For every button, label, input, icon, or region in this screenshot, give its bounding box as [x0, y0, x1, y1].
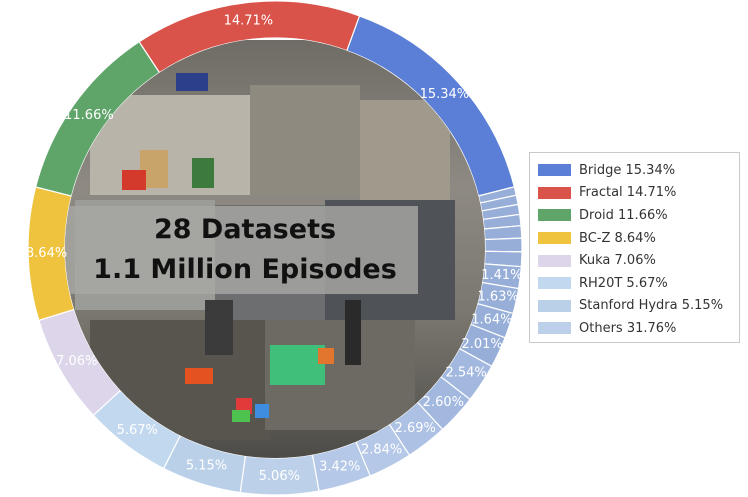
slice-label-14: 2.69%: [395, 421, 436, 436]
donut-segments: [27, 0, 523, 496]
legend-item: Bridge 15.34%: [538, 159, 739, 182]
legend-swatch: [538, 186, 571, 199]
slice-label-16: 3.42%: [319, 460, 360, 475]
slice-label-17: 5.06%: [259, 469, 300, 484]
legend-swatch: [538, 232, 571, 245]
slice-label-8: 1.41%: [481, 268, 522, 283]
legend-swatch: [538, 209, 571, 222]
legend-label: Droid 11.66%: [579, 207, 668, 223]
legend-label: BC-Z 8.64%: [579, 230, 656, 246]
center-title: 28 Datasets: [154, 214, 336, 245]
legend-label: Kuka 7.06%: [579, 253, 656, 269]
legend-item: RH20T 5.67%: [538, 272, 739, 295]
slice-label-20: 7.06%: [56, 354, 97, 369]
legend-label: RH20T 5.67%: [579, 275, 668, 291]
legend-label: Others 31.76%: [579, 320, 677, 336]
slice-label-9: 1.63%: [477, 290, 518, 305]
legend-swatch: [538, 277, 571, 290]
slice-label-23: 14.71%: [224, 14, 274, 29]
slice-label-0: 15.34%: [420, 87, 470, 102]
slice-label-19: 5.67%: [117, 423, 158, 438]
legend-label: Stanford Hydra 5.15%: [579, 298, 724, 314]
slice-label-22: 11.66%: [64, 108, 114, 123]
legend-swatch: [538, 164, 571, 177]
legend-swatch: [538, 254, 571, 267]
legend-item: Droid 11.66%: [538, 204, 739, 227]
slice-6: [484, 237, 523, 253]
legend-label: Fractal 14.71%: [579, 185, 677, 201]
legend-item: Others 31.76%: [538, 317, 739, 340]
legend-item: Stanford Hydra 5.15%: [538, 295, 739, 318]
legend-item: Kuka 7.06%: [538, 249, 739, 272]
slice-label-15: 2.84%: [361, 443, 402, 458]
robot-photo-collage: [65, 40, 485, 458]
legend-swatch: [538, 322, 571, 335]
slice-label-13: 2.60%: [423, 395, 464, 410]
slice-label-18: 5.15%: [186, 458, 227, 473]
legend-swatch: [538, 299, 571, 312]
legend-item: Fractal 14.71%: [538, 182, 739, 205]
slice-label-11: 2.01%: [461, 337, 502, 352]
slice-label-21: 8.64%: [26, 246, 67, 261]
slice-label-10: 1.64%: [471, 312, 512, 327]
legend-label: Bridge 15.34%: [579, 162, 676, 178]
legend-item: BC-Z 8.64%: [538, 227, 739, 250]
legend: Bridge 15.34% Fractal 14.71% Droid 11.66% B…: [529, 152, 740, 343]
slice-label-12: 2.54%: [445, 366, 486, 381]
segment-labels: 15.34% 1.41% 1.63% 1.64% 2.01% 2.54% 2.60% 2.69…: [26, 14, 523, 484]
center-subtitle: 1.1 Million Episodes: [93, 254, 397, 285]
